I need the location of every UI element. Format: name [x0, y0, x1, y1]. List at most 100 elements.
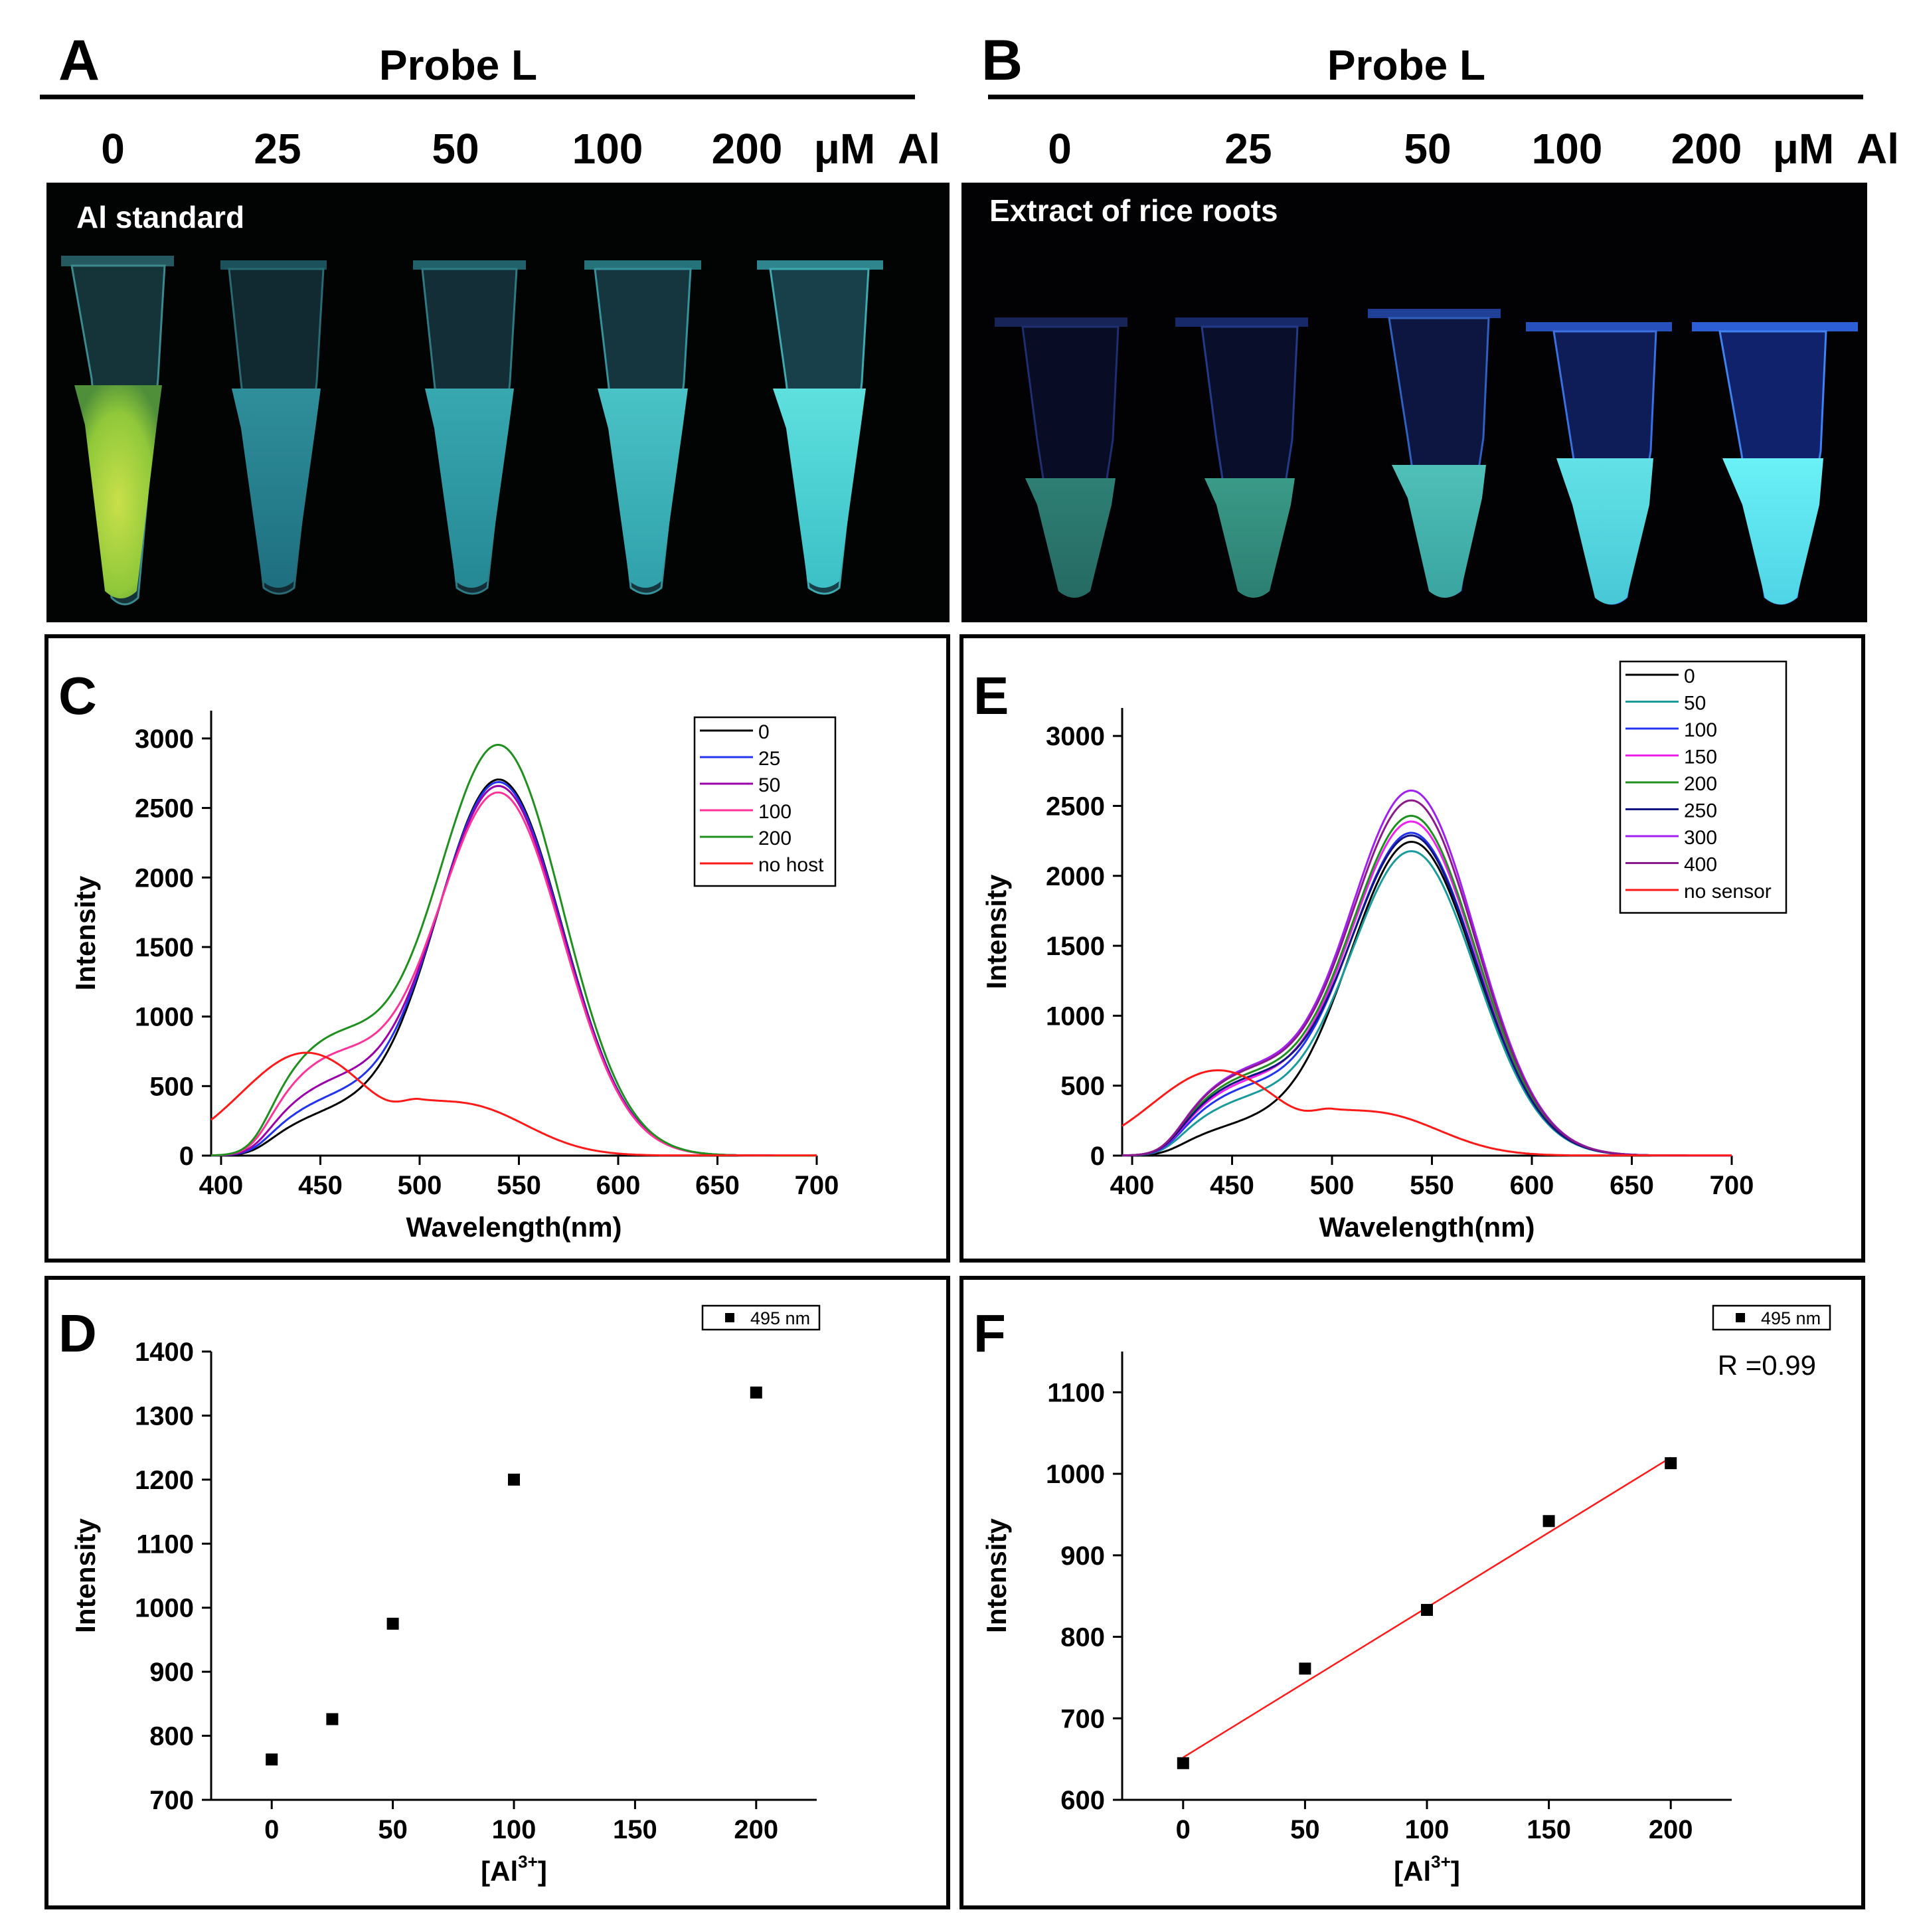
y-tick-label: 2500 — [135, 794, 194, 824]
x-tick-label: 50 — [1290, 1815, 1320, 1844]
y-axis-label: Intensity — [70, 1518, 101, 1633]
panel-a-header: A Probe L 0 25 50 100 200 μM Al — [40, 29, 940, 173]
series-line-no-sensor — [1122, 1069, 1732, 1157]
panel-a-photo-label: Al standard — [76, 200, 244, 234]
panel-a-photo: Al standard — [46, 183, 950, 622]
x-tick-label: 600 — [596, 1171, 641, 1200]
x-tick-label: 100 — [492, 1815, 537, 1844]
x-axis-label-superscript: 3+ — [518, 1852, 538, 1872]
panel-b-letter: B — [981, 29, 1023, 92]
data-point — [1299, 1662, 1311, 1675]
panel-a-conc-2: 50 — [432, 125, 479, 173]
legend-label: no host — [758, 854, 824, 876]
legend-box — [693, 716, 837, 887]
chart-f-intensity-vs-al-fit: F 0 50 100 150 200 600 700 800 900 1000 1100 Intensi… — [973, 1304, 1831, 1887]
x-tick-label: 50 — [378, 1815, 408, 1844]
legend-marker — [725, 1313, 734, 1322]
x-axis-label-end: ] — [1451, 1856, 1460, 1887]
x-axis-label: Wavelength(nm) — [1319, 1211, 1535, 1243]
x-tick-label: 100 — [1405, 1815, 1450, 1844]
x-tick-label: 150 — [1527, 1815, 1571, 1844]
y-tick-label: 1100 — [136, 1530, 194, 1559]
panel-letter: D — [58, 1304, 97, 1363]
legend-label: 495 nm — [1761, 1308, 1821, 1328]
y-tick-label: 1300 — [135, 1401, 194, 1431]
x-tick-label: 0 — [264, 1815, 279, 1844]
panel-b-header: B Probe L 0 25 50 100 200 μM Al — [981, 29, 1899, 173]
panel-a-conc-3: 100 — [572, 125, 643, 173]
x-tick-label: 400 — [199, 1171, 244, 1200]
y-tick-label: 500 — [1060, 1072, 1105, 1101]
panel-letter: E — [973, 666, 1009, 725]
panel-c-frame — [44, 634, 950, 1263]
panel-b-element: Al — [1857, 125, 1899, 173]
y-axis-label: Intensity — [981, 1518, 1012, 1633]
x-tick-label: 200 — [1649, 1815, 1693, 1844]
legend-label: 0 — [1684, 665, 1695, 687]
y-axis-label: Intensity — [70, 875, 101, 990]
y-tick-label: 1500 — [135, 933, 194, 962]
legend-box — [701, 1304, 821, 1331]
tube-a-3 — [413, 260, 526, 595]
legend-marker — [1736, 1313, 1745, 1322]
x-tick-label: 550 — [497, 1171, 541, 1200]
y-tick-label: 1000 — [135, 1003, 194, 1032]
tube-b-2 — [1175, 317, 1308, 598]
x-axis-label: [Al3+] — [481, 1852, 547, 1887]
y-tick-label: 700 — [149, 1786, 194, 1815]
y-tick-label: 2500 — [1046, 792, 1105, 821]
data-point — [750, 1386, 762, 1399]
tube-a-1 — [61, 256, 174, 606]
legend-label: 200 — [758, 828, 791, 849]
chart-d-intensity-vs-al: D 0 50 100 150 200 700 800 900 1000 1100 1200 1300 14… — [58, 1304, 821, 1887]
y-tick-label: 3000 — [135, 725, 194, 754]
x-axis-label-main: [Al — [481, 1856, 518, 1887]
y-tick-label: 1200 — [135, 1466, 194, 1495]
y-tick-label: 800 — [149, 1722, 194, 1751]
data-point — [386, 1617, 399, 1630]
legend-label: 250 — [1684, 800, 1717, 822]
panel-a-title: Probe L — [379, 41, 537, 89]
panel-b-conc-1: 25 — [1224, 125, 1272, 173]
y-tick-label: 800 — [1060, 1623, 1105, 1652]
y-tick-label: 1000 — [1046, 1002, 1105, 1031]
y-tick-label: 2000 — [135, 863, 194, 893]
x-axis-label-main: [Al — [1394, 1856, 1431, 1887]
legend-label: 50 — [1684, 693, 1706, 715]
y-tick-label: 0 — [1090, 1142, 1105, 1171]
x-tick-label: 500 — [1310, 1171, 1355, 1200]
y-tick-label: 1000 — [1046, 1460, 1105, 1489]
x-tick-label: 0 — [1176, 1815, 1191, 1844]
x-tick-label: 600 — [1510, 1171, 1554, 1200]
tube-a-2 — [220, 260, 327, 595]
panel-letter: C — [58, 666, 97, 725]
legend-label: 200 — [1684, 773, 1717, 795]
y-tick-label: 1400 — [135, 1338, 194, 1367]
legend-label: 100 — [758, 801, 791, 823]
x-tick-label: 700 — [795, 1171, 839, 1200]
y-tick-label: 0 — [179, 1142, 194, 1171]
tube-a-5 — [757, 260, 883, 595]
legend-label: 0 — [758, 721, 770, 743]
y-tick-label: 2000 — [1046, 862, 1105, 891]
panel-b-conc-3: 100 — [1532, 125, 1603, 173]
panel-a-conc-4: 200 — [712, 125, 783, 173]
x-tick-label: 500 — [398, 1171, 442, 1200]
legend-label: 150 — [1684, 746, 1717, 768]
x-tick-label: 150 — [613, 1815, 657, 1844]
data-point — [508, 1473, 520, 1486]
x-tick-label: 650 — [1610, 1171, 1654, 1200]
correlation-annotation: R =0.99 — [1718, 1350, 1816, 1381]
legend-box — [1619, 660, 1787, 914]
data-point — [326, 1713, 339, 1725]
legend-label: no sensor — [1684, 881, 1772, 903]
x-axis-label-end: ] — [538, 1856, 547, 1887]
x-tick-label: 450 — [1210, 1171, 1254, 1200]
y-tick-label: 600 — [1060, 1786, 1105, 1815]
data-point — [1542, 1515, 1555, 1528]
x-axis-label-superscript: 3+ — [1431, 1852, 1451, 1872]
panel-a-letter: A — [58, 29, 100, 92]
x-tick-label: 200 — [734, 1815, 778, 1844]
